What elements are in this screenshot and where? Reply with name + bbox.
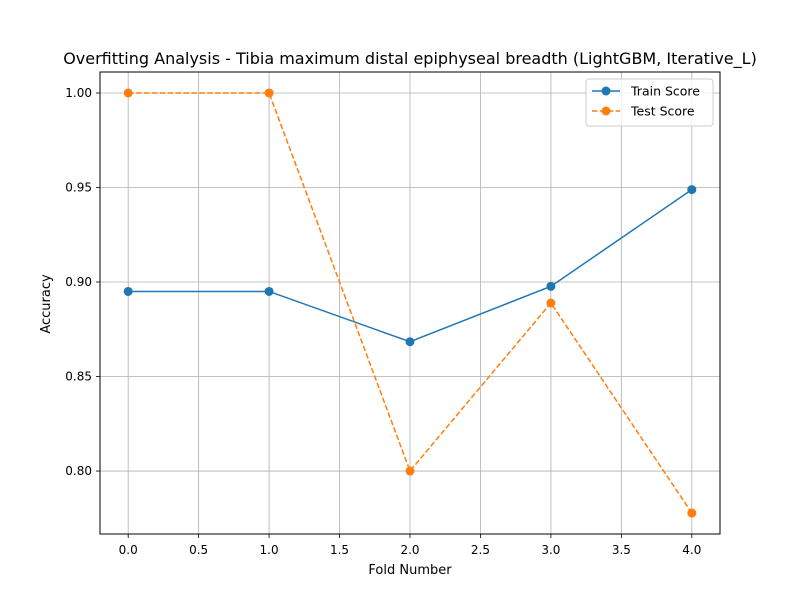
x-tick-label: 2.0: [400, 543, 419, 557]
test-score-point: [546, 298, 556, 308]
x-axis: 0.0 0.5 1.0 1.5 2.0 2.5 3.0 3.5 4.0: [119, 534, 701, 557]
x-tick-label: 0.5: [189, 543, 208, 557]
legend-test-score-marker: [601, 106, 611, 116]
train-score-point: [123, 286, 133, 296]
train-score-point: [264, 286, 274, 296]
y-tick-label: 1.00: [65, 86, 92, 100]
train-score-point: [687, 185, 697, 195]
y-tick-label: 0.85: [65, 370, 92, 384]
legend-train-score-label: Train Score: [630, 84, 700, 99]
y-tick-label: 0.80: [65, 464, 92, 478]
x-tick-label: 4.0: [682, 543, 701, 557]
series-layer: [123, 88, 697, 518]
x-tick-label: 3.5: [612, 543, 631, 557]
test-score-point: [687, 508, 697, 518]
y-axis: 0.80 0.85 0.90 0.95 1.00: [65, 86, 100, 478]
test-score-point: [264, 88, 274, 98]
x-tick-label: 1.0: [260, 543, 279, 557]
y-tick-label: 0.90: [65, 275, 92, 289]
x-tick-label: 2.5: [471, 543, 490, 557]
test-score-point: [405, 466, 415, 476]
chart-title: Overfitting Analysis - Tibia maximum dis…: [63, 49, 757, 69]
x-tick-label: 3.0: [541, 543, 560, 557]
x-axis-label: Fold Number: [368, 563, 452, 578]
test-score-point: [123, 88, 133, 98]
train-score-point: [405, 337, 415, 347]
x-tick-label: 0.0: [119, 543, 138, 557]
test-score-line: [128, 92, 693, 514]
legend-test-score-label: Test Score: [630, 104, 695, 119]
legend-train-score-marker: [601, 86, 611, 96]
y-axis-label: Accuracy: [39, 274, 54, 334]
train-score-point: [546, 281, 556, 291]
legend: Train Score Test Score: [585, 78, 714, 127]
x-tick-label: 1.5: [330, 543, 349, 557]
y-tick-label: 0.95: [65, 181, 92, 195]
